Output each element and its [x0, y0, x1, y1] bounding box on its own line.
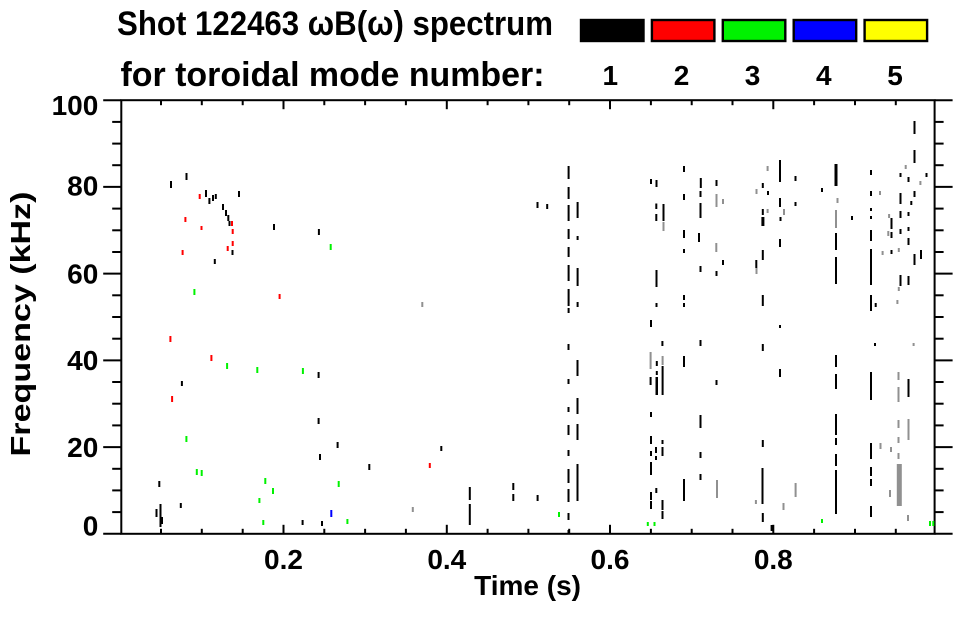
svg-text:2: 2: [674, 60, 690, 91]
svg-text:0.2: 0.2: [264, 544, 303, 575]
svg-text:for toroidal mode number:: for toroidal mode number:: [121, 56, 545, 94]
svg-text:100: 100: [52, 90, 99, 121]
svg-text:0.4: 0.4: [427, 544, 466, 575]
svg-text:Frequency (kHz): Frequency (kHz): [5, 192, 36, 457]
svg-text:0: 0: [83, 510, 99, 541]
svg-text:20: 20: [67, 432, 98, 463]
svg-text:80: 80: [67, 171, 98, 202]
svg-text:40: 40: [67, 345, 98, 376]
svg-text:4: 4: [816, 60, 832, 91]
svg-text:Shot 122463 ωB(ω) spectrum: Shot 122463 ωB(ω) spectrum: [117, 5, 553, 43]
svg-text:1: 1: [603, 60, 619, 91]
svg-text:5: 5: [887, 60, 903, 91]
svg-text:60: 60: [67, 258, 98, 289]
svg-text:0.8: 0.8: [754, 544, 793, 575]
svg-text:3: 3: [745, 60, 761, 91]
svg-text:0.6: 0.6: [591, 544, 630, 575]
svg-text:Time (s): Time (s): [474, 570, 581, 601]
